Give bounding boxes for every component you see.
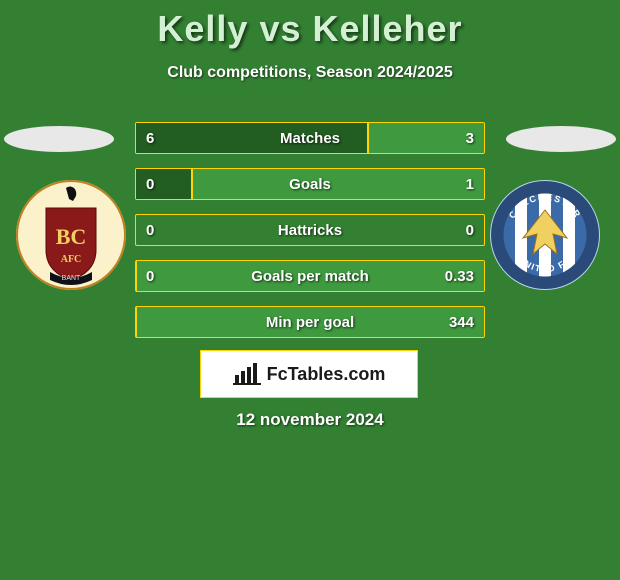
- oval-left: [4, 126, 114, 152]
- brand-text: FcTables.com: [267, 364, 386, 385]
- stat-label: Min per goal: [266, 314, 354, 331]
- stat-label: Goals per match: [251, 268, 369, 285]
- stat-label: Goals: [289, 176, 331, 193]
- stat-val-left: 0: [146, 176, 154, 193]
- crest-left-letters: BC: [56, 224, 87, 249]
- stat-val-right: 0: [466, 222, 474, 239]
- stat-val-right: 3: [466, 130, 474, 147]
- stat-val-right: 0.33: [445, 268, 474, 285]
- page-title: Kelly vs Kelleher: [0, 0, 620, 50]
- date-text: 12 november 2024: [0, 410, 620, 430]
- stat-bar-left: [136, 169, 192, 199]
- stat-row-hattricks: 0 Hattricks 0: [135, 214, 485, 246]
- stat-val-left: 0: [146, 268, 154, 285]
- stat-bar-right: [192, 169, 484, 199]
- stat-row-goals: 0 Goals 1: [135, 168, 485, 200]
- stat-val-right: 344: [449, 314, 474, 331]
- stat-label: Hattricks: [278, 222, 342, 239]
- stat-row-gpm: 0 Goals per match 0.33: [135, 260, 485, 292]
- bar-chart-icon: [233, 363, 261, 385]
- crest-left: BC AFC BANT: [16, 180, 126, 290]
- stat-val-right: 1: [466, 176, 474, 193]
- stat-row-mpg: Min per goal 344: [135, 306, 485, 338]
- oval-right: [506, 126, 616, 152]
- stats-container: 6 Matches 3 0 Goals 1 0 Hattricks 0 0 Go…: [135, 122, 485, 352]
- subtitle: Club competitions, Season 2024/2025: [0, 64, 620, 82]
- stat-val-left: 0: [146, 222, 154, 239]
- stat-label: Matches: [280, 130, 340, 147]
- stat-val-left: 6: [146, 130, 154, 147]
- brand-box[interactable]: FcTables.com: [200, 350, 418, 398]
- crest-left-afc: AFC: [61, 254, 82, 265]
- crest-right: COLCHESTER UNITED FC: [490, 180, 600, 290]
- stat-row-matches: 6 Matches 3: [135, 122, 485, 154]
- crest-left-banner: BANT: [62, 275, 81, 282]
